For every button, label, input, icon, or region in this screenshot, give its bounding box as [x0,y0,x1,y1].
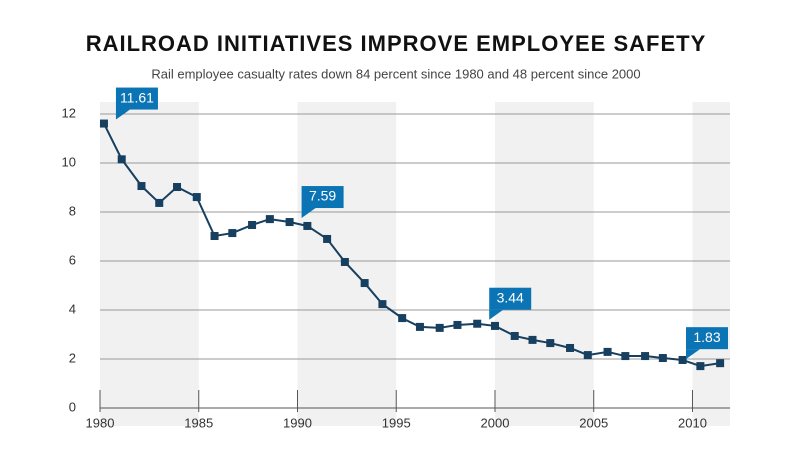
y-tick-label: 0 [69,399,76,414]
x-tick-label: 2010 [678,415,707,430]
value-label: 3.44 [497,289,524,305]
marker [210,232,219,241]
marker [265,215,274,224]
marker [137,182,146,191]
chart-title: RAILROAD INITIATIVES IMPROVE EMPLOYEE SA… [86,31,707,56]
band [100,102,199,426]
label-box [686,327,728,350]
y-tick-label: 2 [69,350,76,365]
label-pointer [686,349,700,360]
x-tick-label: 1990 [283,415,312,430]
y-tick-label: 8 [69,203,76,218]
marker [566,343,575,352]
marker [603,347,612,356]
marker [378,300,387,309]
x-tick-label: 2000 [481,415,510,430]
marker [173,183,182,192]
marker [546,339,555,348]
label-pointer [115,109,130,120]
marker [435,323,444,332]
marker [528,335,537,344]
marker [658,354,667,363]
marker [192,193,201,202]
value-label: 7.59 [309,188,336,204]
marker [453,320,462,329]
label-pointer [301,208,316,219]
marker [340,257,349,266]
y-tick-label: 4 [69,301,76,316]
marker [99,119,108,128]
marker [716,359,725,368]
marker [155,198,164,207]
marker [490,321,499,330]
chart-subtitle: Rail employee casualty rates down 84 per… [151,66,640,81]
marker [360,279,369,288]
marker [117,155,126,164]
marker [473,319,482,328]
marker [398,314,407,323]
value-label: 1.83 [693,329,720,345]
marker [696,362,705,371]
y-tick-label: 6 [69,252,76,267]
marker [583,351,592,360]
marker [641,352,650,361]
marker [303,221,312,230]
label-box [301,186,344,209]
marker [678,355,687,364]
x-tick-label: 2005 [579,415,608,430]
band [494,102,594,426]
marker [510,331,519,340]
value-label: 11.61 [120,89,154,105]
marker [248,220,257,229]
label-box [489,287,532,310]
y-tick-label: 12 [62,105,76,120]
marker [323,234,332,243]
x-tick-label: 1980 [86,415,115,430]
marker [228,229,237,238]
label-pointer [489,309,504,320]
y-tick-label: 10 [62,154,76,169]
marker [285,218,294,227]
band [692,102,730,426]
marker [621,352,630,361]
bands [100,102,730,426]
x-tick-label: 1995 [382,415,411,430]
x-tick-label: 1985 [184,415,213,430]
marker [415,322,424,331]
label-box [115,87,158,110]
line [103,123,721,368]
